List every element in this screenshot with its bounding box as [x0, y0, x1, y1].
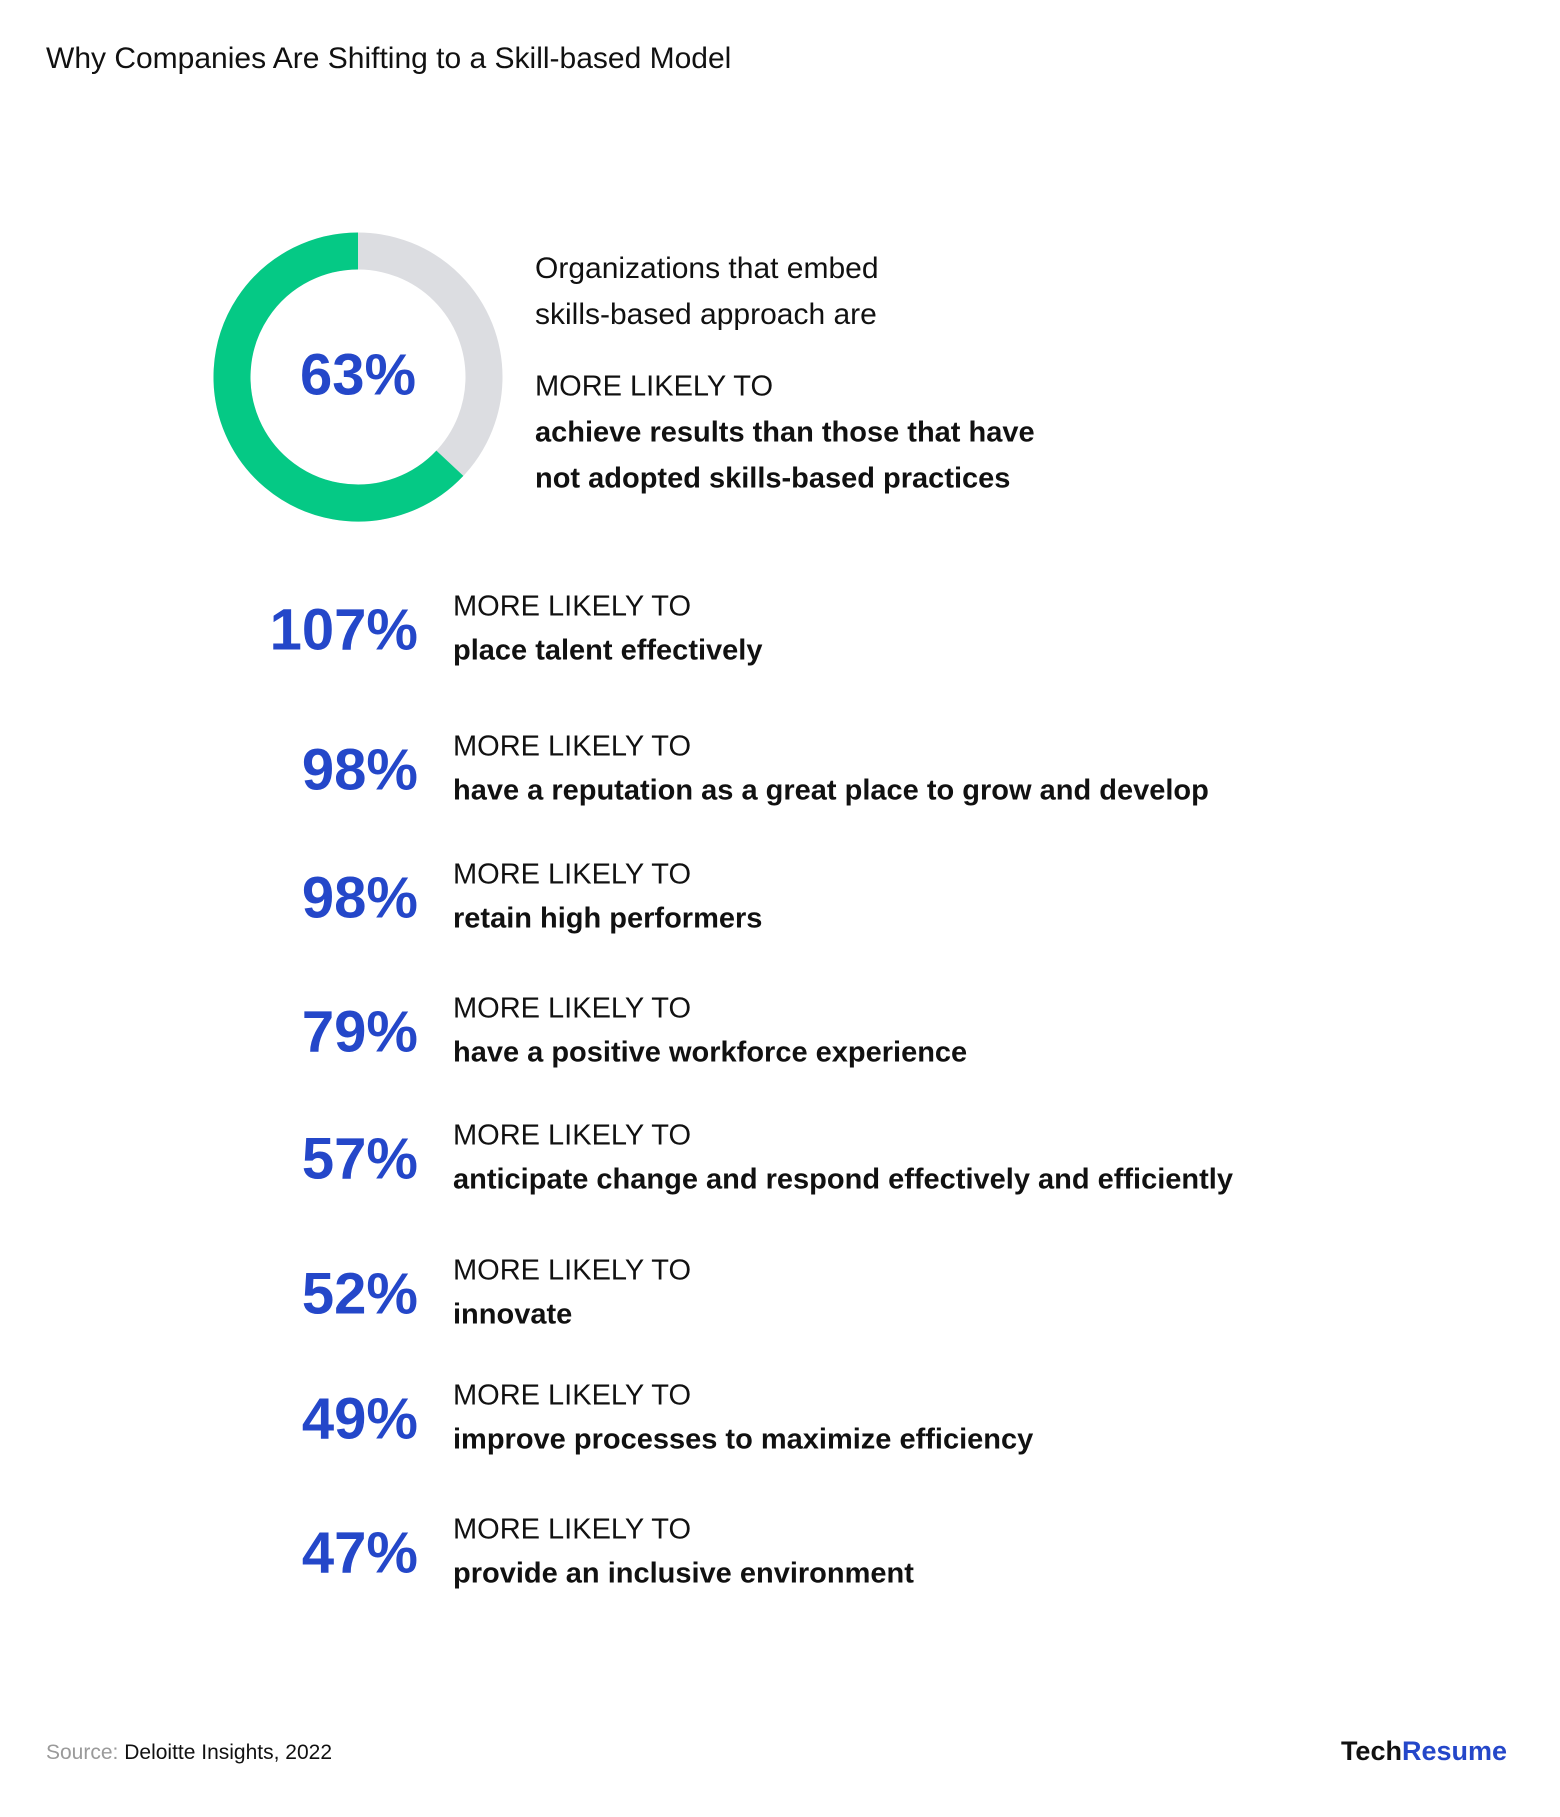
stat-text: provide an inclusive environment: [453, 1558, 914, 1590]
stat-text: improve processes to maximize efficiency: [453, 1424, 1033, 1456]
stat-figure: 52%: [302, 1261, 418, 1326]
brand: TechResume: [1341, 1736, 1507, 1766]
stat-figure: 98%: [302, 865, 418, 930]
source-prefix: Source:: [46, 1741, 118, 1764]
statement: not adopted skills-based practices: [535, 463, 1010, 495]
stat-lead: MORE LIKELY TO: [453, 731, 691, 763]
intro: skills-based approach are: [535, 298, 877, 331]
intro: Organizations that embed: [535, 252, 879, 285]
brand-part: Resume: [1402, 1736, 1507, 1766]
lead: MORE LIKELY TO: [535, 371, 773, 403]
donut-arc: [213, 232, 464, 522]
stat-text: place talent effectively: [453, 635, 762, 667]
title: Why Companies Are Shifting to a Skill-ba…: [46, 42, 731, 75]
source: Source: Deloitte Insights, 2022: [46, 1741, 332, 1764]
stat-text: have a positive workforce experience: [453, 1037, 967, 1069]
stat-text: innovate: [453, 1299, 572, 1331]
stat-figure: 57%: [302, 1126, 418, 1191]
stat-lead: MORE LIKELY TO: [453, 1255, 691, 1287]
stat-figure: 107%: [270, 597, 418, 662]
stat-figure: 98%: [302, 737, 418, 802]
stat-figure: 49%: [302, 1386, 418, 1451]
stat-lead: MORE LIKELY TO: [453, 1120, 691, 1152]
stat-lead: MORE LIKELY TO: [453, 993, 691, 1025]
stat-lead: MORE LIKELY TO: [453, 1380, 691, 1412]
stat-lead: MORE LIKELY TO: [453, 591, 691, 623]
stat-figure: 79%: [302, 999, 418, 1064]
stat-figure: 47%: [302, 1520, 418, 1585]
donut-label: 63%: [300, 342, 416, 407]
stat-text: anticipate change and respond effectivel…: [453, 1164, 1233, 1196]
source-text: Deloitte Insights, 2022: [124, 1741, 332, 1764]
stat-text: retain high performers: [453, 903, 762, 935]
brand-part: Tech: [1341, 1736, 1402, 1766]
stat-lead: MORE LIKELY TO: [453, 859, 691, 891]
stat-lead: MORE LIKELY TO: [453, 1514, 691, 1546]
statement: achieve results than those that have: [535, 417, 1035, 449]
stat-text: have a reputation as a great place to gr…: [453, 775, 1209, 807]
